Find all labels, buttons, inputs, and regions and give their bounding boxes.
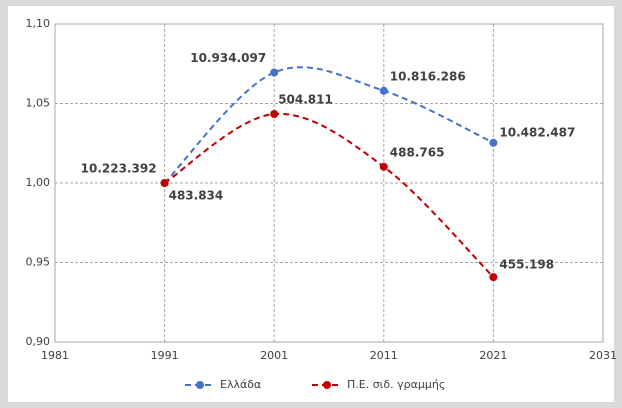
point (270, 68, 279, 77)
x-tick-label: 2031 (589, 349, 617, 362)
point-label: 455.198 (499, 258, 554, 272)
point-label: 10.934.097 (190, 51, 266, 65)
point (379, 86, 388, 95)
point (489, 273, 498, 282)
x-tick-label: 1991 (151, 349, 179, 362)
point (489, 138, 498, 147)
point-label: 504.811 (278, 92, 333, 106)
legend-marker (323, 381, 331, 389)
legend-label: Ελλάδα (220, 378, 261, 391)
panel (8, 6, 614, 402)
y-tick-label: 0,90 (26, 335, 51, 348)
x-tick-label: 2011 (370, 349, 398, 362)
point-label: 483.834 (169, 189, 224, 203)
point-label: 488.765 (390, 145, 445, 159)
legend-marker (196, 381, 204, 389)
y-tick-label: 0,95 (26, 256, 51, 269)
point-label: 10.223.392 (81, 162, 157, 176)
y-tick-label: 1,05 (26, 97, 51, 110)
x-tick-label: 2001 (260, 349, 288, 362)
series-line (164, 112, 495, 278)
x-tick-label: 2021 (479, 349, 507, 362)
point (379, 162, 388, 171)
y-tick-label: 1,00 (26, 176, 51, 189)
point (270, 109, 279, 118)
point (160, 179, 169, 187)
legend-label: Π.Ε. σιδ. γραμμής (347, 378, 445, 391)
x-tick-label: 1981 (41, 349, 69, 362)
point-label: 10.816.286 (390, 69, 466, 83)
plot-frame (54, 23, 604, 343)
point-label: 10.482.487 (499, 125, 575, 139)
y-tick-label: 1,10 (26, 17, 51, 30)
